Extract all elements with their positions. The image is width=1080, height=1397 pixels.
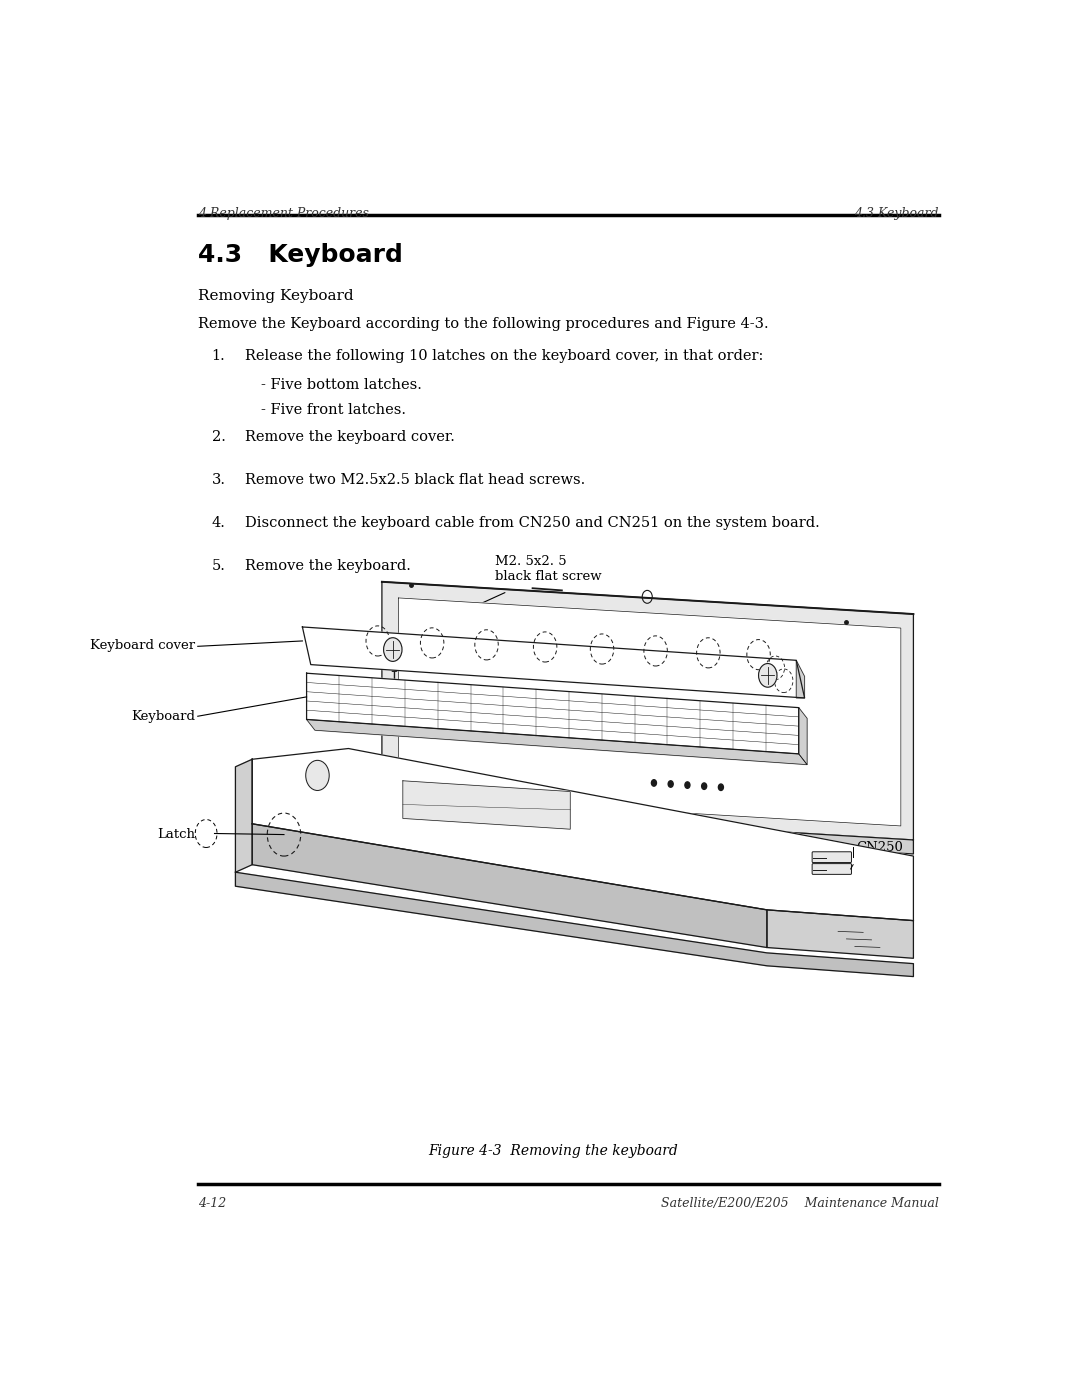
Circle shape [758,664,777,687]
FancyBboxPatch shape [812,852,851,862]
Circle shape [306,760,329,791]
Polygon shape [382,807,914,854]
Circle shape [685,782,690,788]
Polygon shape [382,581,914,840]
Polygon shape [799,708,807,764]
Polygon shape [767,909,914,958]
Text: Figure 4-3  Removing the keyboard: Figure 4-3 Removing the keyboard [429,1144,678,1158]
Text: CN250: CN250 [856,841,903,854]
Text: 3.: 3. [212,474,226,488]
Text: 4-12: 4-12 [198,1197,226,1210]
Text: - Five bottom latches.: - Five bottom latches. [260,379,421,393]
Text: Remove the keyboard cover.: Remove the keyboard cover. [245,430,456,444]
Circle shape [718,784,724,791]
Text: 4.: 4. [212,515,226,531]
Circle shape [669,781,673,788]
Text: Satellite/E200/E205    Maintenance Manual: Satellite/E200/E205 Maintenance Manual [661,1197,939,1210]
Polygon shape [253,749,914,921]
Text: 4 Replacement Procedures: 4 Replacement Procedures [198,207,368,221]
Polygon shape [307,673,799,754]
Circle shape [702,782,706,789]
Polygon shape [399,598,901,826]
Circle shape [651,780,657,787]
Text: CN251: CN251 [856,858,903,872]
Text: M2. 5x2. 5: M2. 5x2. 5 [495,555,567,567]
Text: 1.: 1. [212,349,226,363]
Circle shape [383,637,402,661]
Text: 4.3   Keyboard: 4.3 Keyboard [198,243,403,267]
Text: Keyboard cover: Keyboard cover [90,638,195,652]
Polygon shape [349,807,382,837]
Text: 5.: 5. [212,559,226,573]
Text: Latch: Latch [158,828,195,841]
Text: - Five front latches.: - Five front latches. [260,404,406,418]
Polygon shape [302,627,805,698]
Text: Remove two M2.5x2.5 black flat head screws.: Remove two M2.5x2.5 black flat head scre… [245,474,585,488]
Polygon shape [403,781,570,830]
Polygon shape [307,719,807,764]
Polygon shape [253,824,767,947]
Text: Release the following 10 latches on the keyboard cover, in that order:: Release the following 10 latches on the … [245,349,764,363]
Text: Disconnect the keyboard cable from CN250 and CN251 on the system board.: Disconnect the keyboard cable from CN250… [245,515,820,531]
Polygon shape [235,760,253,872]
Polygon shape [796,661,805,698]
Text: Remove the Keyboard according to the following procedures and Figure 4-3.: Remove the Keyboard according to the fol… [198,317,768,331]
Text: black flat screw: black flat screw [495,570,602,583]
FancyBboxPatch shape [812,863,851,875]
Text: 4.3 Keyboard: 4.3 Keyboard [854,207,939,221]
Text: 2.: 2. [212,430,226,444]
Polygon shape [235,872,914,977]
Text: Keyboard: Keyboard [132,710,195,722]
Text: Remove the keyboard.: Remove the keyboard. [245,559,411,573]
Text: Removing Keyboard: Removing Keyboard [198,289,353,303]
